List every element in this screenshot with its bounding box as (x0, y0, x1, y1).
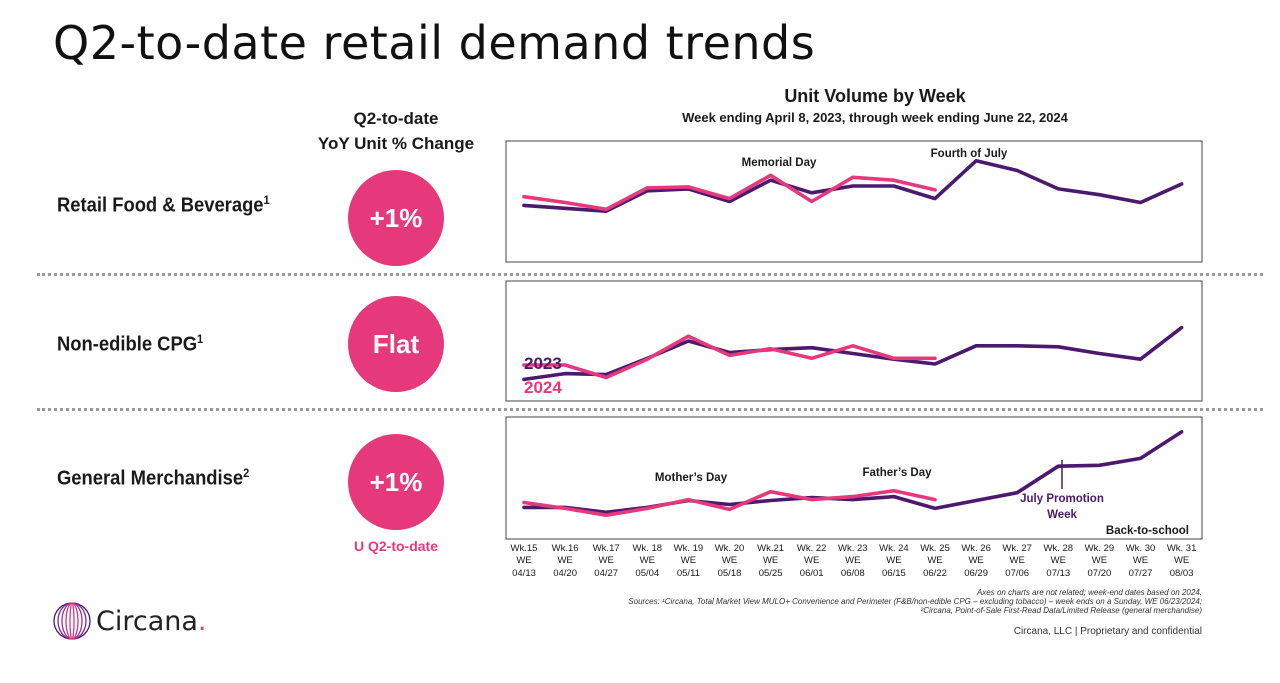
x-tick-we: WE (1174, 555, 1189, 566)
circana-logo-text: Circana. (96, 606, 207, 637)
x-tick-we: WE (927, 555, 942, 566)
x-tick-we: WE (845, 555, 860, 566)
row-label-text: Retail Food & Beverage (57, 194, 264, 217)
x-tick-we: WE (1051, 555, 1066, 566)
x-tick-date: 04/20 (553, 568, 577, 579)
row-label-text: General Merchandise (57, 467, 244, 490)
page-title: Q2-to-date retail demand trends (53, 16, 816, 70)
x-tick-week: Wk. 23 (838, 543, 868, 554)
row-divider (37, 273, 1263, 276)
x-tick-date: 04/13 (512, 568, 536, 579)
x-tick-date: 07/06 (1005, 568, 1029, 579)
x-tick-week: Wk.17 (593, 543, 620, 554)
x-tick-week: Wk.21 (757, 543, 784, 554)
x-tick-we: WE (599, 555, 614, 566)
row-divider (37, 408, 1263, 411)
x-tick-date: 07/27 (1129, 568, 1153, 579)
x-tick-we: WE (1092, 555, 1107, 566)
chart-panel-frame (505, 140, 1203, 263)
x-tick-we: WE (1010, 555, 1025, 566)
x-tick-we: WE (1133, 555, 1148, 566)
chart-panel-frame (505, 416, 1203, 540)
yoy-header-line2: YoY Unit % Change (317, 134, 475, 153)
yoy-header: Q2-to-date YoY Unit % Change (300, 106, 492, 156)
logo-dot: . (197, 605, 207, 637)
x-tick-date: 05/11 (677, 568, 700, 579)
x-tick-week: Wk. 24 (879, 543, 909, 554)
x-tick-date: 06/22 (923, 568, 947, 579)
row-label-sup: 1 (263, 193, 270, 207)
footnote-line: ²Circana, Point-of-Sale First-Read Data/… (920, 606, 1202, 615)
annotation-back-to-school: Back-to-school (1106, 525, 1189, 537)
panel-non-edible-cpg (505, 280, 1203, 402)
x-tick-week: Wk.15 (511, 543, 538, 554)
row-label-general-merchandise: General Merchandise2 (57, 466, 249, 491)
x-tick-date: 05/04 (635, 568, 659, 579)
x-tick-date: 05/25 (759, 568, 783, 579)
x-tick-week: Wk. 19 (674, 543, 704, 554)
x-tick-date: 05/18 (718, 568, 742, 579)
yoy-badge-non-edible-cpg: Flat (348, 296, 444, 392)
circana-logo: Circana. (52, 601, 207, 641)
x-tick-date: 04/27 (594, 568, 618, 579)
annotation-fourth-of-july: Fourth of July (931, 148, 1008, 160)
x-tick-we: WE (516, 555, 531, 566)
series-line-2024 (522, 173, 937, 212)
x-tick-we: WE (640, 555, 655, 566)
footnote-line: Axes on charts are not related; week-end… (976, 588, 1202, 597)
x-tick-week: Wk. 22 (797, 543, 827, 554)
x-tick-date: 06/29 (964, 568, 988, 579)
x-tick-week: Wk.16 (552, 543, 579, 554)
x-tick-week: Wk. 25 (920, 543, 950, 554)
legend-2024: 2024 (524, 378, 562, 397)
x-tick-week: Wk. 28 (1044, 543, 1074, 554)
panel-food-beverage (505, 140, 1203, 263)
confidential-notice: Circana, LLC | Proprietary and confident… (1013, 626, 1202, 637)
x-tick-we: WE (804, 555, 819, 566)
annotation-july-promotion-line1: July Promotion (1020, 493, 1104, 505)
legend-2023: 2023 (524, 354, 562, 373)
x-tick-we: WE (968, 555, 983, 566)
x-tick-date: 08/03 (1170, 568, 1194, 579)
row-label-sup: 2 (243, 466, 250, 480)
q2-to-date-note: U Q2-to-date (354, 538, 438, 554)
x-tick-we: WE (681, 555, 696, 566)
chart-title: Unit Volume by Week (784, 86, 966, 106)
annotation-july-promotion-line2: Week (1047, 509, 1077, 521)
x-tick-week: Wk. 27 (1002, 543, 1032, 554)
annotation-fathers-day: Father’s Day (862, 467, 932, 479)
row-label-sup: 1 (197, 332, 204, 346)
x-tick-we: WE (763, 555, 778, 566)
yoy-badge-food-beverage: +1% (348, 170, 444, 266)
row-label-text: Non-edible CPG (57, 333, 198, 356)
logo-wordmark: Circana (96, 605, 198, 637)
x-tick-week: Wk. 31 (1167, 543, 1197, 554)
annotation-memorial-day: Memorial Day (742, 157, 817, 169)
yoy-badge-general-merchandise: +1% (348, 434, 444, 530)
x-tick-we: WE (722, 555, 737, 566)
chart-panel-frame (505, 280, 1203, 402)
x-tick-week: Wk. 30 (1126, 543, 1156, 554)
circana-logo-icon (53, 602, 91, 640)
x-tick-date: 06/15 (882, 568, 906, 579)
annotation-mothers-day: Mother’s Day (655, 472, 728, 484)
footnote-line: Sources: ¹Circana, Total Market View MUL… (628, 597, 1202, 606)
x-tick-we: WE (557, 555, 572, 566)
footnote: Axes on charts are not related; week-end… (402, 588, 1202, 615)
x-tick-week: Wk. 20 (715, 543, 745, 554)
panel-general-merchandise (505, 416, 1203, 540)
row-label-food-beverage: Retail Food & Beverage1 (57, 193, 270, 218)
x-tick-week: Wk. 29 (1085, 543, 1115, 554)
chart-subtitle: Week ending April 8, 2023, through week … (682, 110, 1068, 125)
x-tick-date: 06/08 (841, 568, 865, 579)
x-tick-date: 07/13 (1046, 568, 1070, 579)
yoy-header-line1: Q2-to-date (353, 109, 439, 128)
x-tick-week: Wk. 26 (961, 543, 991, 554)
x-tick-date: 06/01 (800, 568, 824, 579)
row-label-non-edible-cpg: Non-edible CPG1 (57, 332, 203, 357)
x-tick-week: Wk. 18 (633, 543, 663, 554)
x-tick-date: 07/20 (1088, 568, 1112, 579)
x-tick-we: WE (886, 555, 901, 566)
